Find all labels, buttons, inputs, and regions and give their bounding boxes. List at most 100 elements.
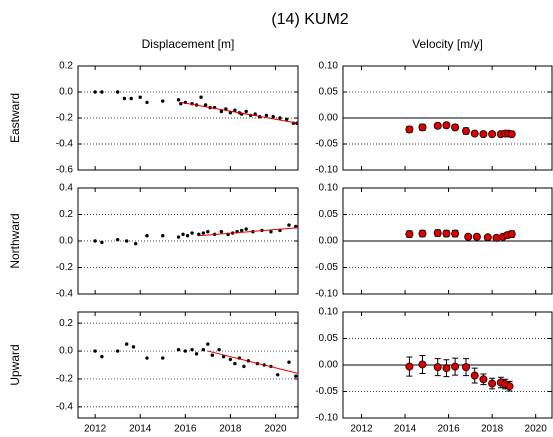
data-point: [93, 349, 97, 353]
x-tick-label: 2012: [350, 424, 373, 435]
plot-area: [405, 121, 516, 139]
y-tick-label: 0.05: [319, 87, 339, 98]
data-point: [418, 360, 427, 369]
plot-area: [405, 354, 514, 392]
data-point: [181, 232, 185, 237]
y-tick-label: -0.2: [56, 262, 74, 273]
data-point: [433, 229, 442, 238]
plot-frame: [342, 187, 553, 295]
y-tick-label: -0.05: [315, 262, 338, 273]
data-point: [244, 227, 248, 231]
y-tick-label: 0.0: [59, 236, 73, 247]
y-tick-label: -0.2: [56, 374, 74, 385]
data-point: [433, 363, 442, 372]
data-point: [145, 356, 149, 360]
data-point: [451, 362, 460, 371]
x-tick-label: 2018: [219, 424, 242, 435]
data-point: [210, 353, 215, 357]
y-tick-label: -0.10: [315, 413, 338, 424]
data-point: [244, 109, 248, 114]
data-point: [124, 239, 129, 243]
y-axis-label: Northward: [8, 213, 22, 268]
data-point: [219, 230, 224, 234]
data-point: [239, 228, 244, 233]
data-point: [418, 229, 427, 238]
data-point: [176, 347, 181, 352]
trend-line: [198, 227, 298, 237]
data-point: [405, 125, 414, 134]
plot-frame: [77, 311, 299, 419]
panel-title: Displacement [m]: [142, 37, 235, 51]
data-point: [183, 349, 187, 353]
x-tick-label: 2020: [264, 424, 287, 435]
trend-line: [207, 350, 298, 374]
data-point: [201, 231, 206, 235]
data-point: [488, 130, 497, 139]
y-tick-label: 0.05: [319, 209, 339, 220]
y-tick-label: -0.6: [56, 165, 74, 176]
y-tick-label: 0.0: [59, 87, 73, 98]
data-point: [217, 347, 221, 352]
x-tick-label: 2012: [84, 424, 107, 435]
plot-area: [93, 342, 298, 378]
data-point: [115, 349, 120, 353]
data-point: [190, 231, 194, 235]
data-point: [176, 235, 181, 239]
y-tick-label: 0.10: [319, 61, 339, 72]
data-point: [203, 103, 208, 107]
plot-area: [405, 229, 516, 242]
data-point: [100, 354, 104, 359]
plot-frame: [342, 311, 553, 419]
plot-frame: [77, 187, 299, 295]
data-point: [176, 98, 181, 102]
data-point: [442, 364, 451, 373]
y-tick-label: 0.4: [59, 183, 73, 194]
data-point: [507, 130, 516, 139]
data-point: [479, 375, 488, 384]
data-point: [93, 239, 97, 243]
y-tick-label: 0.00: [319, 113, 339, 124]
y-tick-label: -0.4: [56, 289, 74, 300]
data-point: [134, 241, 138, 246]
data-point: [405, 362, 414, 371]
y-tick-label: -0.2: [56, 113, 74, 124]
data-point: [278, 116, 282, 120]
data-point: [219, 109, 224, 114]
x-tick-label: 2016: [174, 424, 197, 435]
data-point: [145, 234, 149, 238]
data-point: [479, 130, 488, 139]
y-axis-label: Upward: [8, 344, 22, 385]
y-tick-label: 0.05: [319, 333, 339, 344]
data-point: [161, 99, 165, 103]
data-point: [507, 230, 516, 239]
y-tick-label: 0.00: [319, 236, 339, 247]
trend-line: [180, 101, 298, 124]
data-point: [93, 90, 97, 94]
data-point: [464, 232, 473, 241]
data-point: [418, 123, 427, 132]
data-point: [294, 224, 298, 229]
figure-title: (14) KUM2: [271, 11, 348, 28]
data-point: [199, 95, 203, 99]
data-point: [287, 223, 291, 227]
x-tick-label: 2014: [129, 424, 152, 435]
data-point: [233, 108, 237, 112]
data-point: [488, 379, 497, 388]
data-point: [276, 373, 280, 377]
data-point: [138, 95, 142, 99]
panel-title: Velocity [m/y]: [412, 37, 483, 51]
x-tick-label: 2016: [437, 424, 460, 435]
data-point: [483, 233, 492, 242]
data-point: [115, 237, 120, 242]
data-point: [451, 229, 460, 238]
data-point: [285, 117, 289, 122]
data-point: [129, 96, 133, 101]
data-point: [122, 96, 127, 101]
data-point: [271, 115, 275, 119]
x-tick-label: 2020: [525, 424, 548, 435]
data-point: [161, 356, 165, 360]
data-point: [124, 342, 129, 346]
data-point: [228, 357, 233, 362]
data-point: [505, 382, 514, 391]
